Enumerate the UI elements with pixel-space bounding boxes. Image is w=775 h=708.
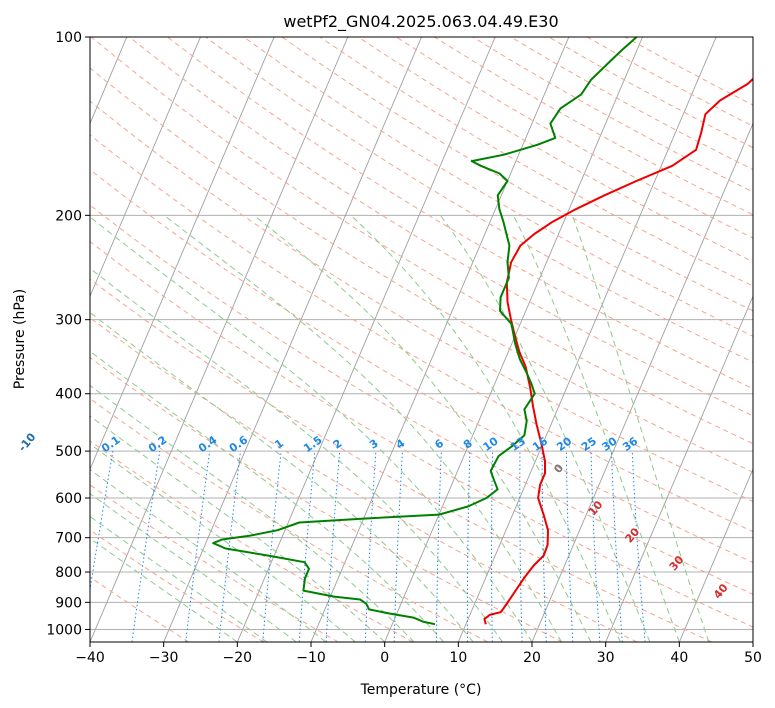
moist-adiabat-line [163,214,562,642]
moist-adiabat-line [90,515,268,642]
x-tick-label: 40 [670,650,688,666]
dry-adiabat-line [205,37,753,363]
dry-adiabat-line [90,67,753,473]
dry-adiabat-line [90,168,753,564]
moist-adiabat-line [253,214,592,642]
y-tick-label: 700 [55,531,82,547]
plot-background [90,37,753,642]
dewpoint-profile-line [212,37,638,626]
dry-adiabat-line [90,484,339,642]
isotherm-line [678,467,753,642]
x-tick-label: 0 [380,650,389,666]
moist-adiabat-line [90,350,444,642]
dry-adiabat-line [90,440,414,642]
mixing-ratio-line [90,451,114,593]
profiles [212,37,753,626]
y-tick-label: 200 [55,208,82,224]
moist-adiabat-line [90,384,415,642]
moist-adiabat-line [90,537,238,642]
y-tick-label: 800 [55,565,82,581]
isotherm-line [90,37,349,642]
x-tick-label: 50 [744,650,762,666]
isotherm-line [531,122,753,642]
mixing-ratio-line [218,451,241,642]
dry-adiabat-line [90,134,753,533]
y-tick-label: 100 [55,30,82,46]
moist-adiabat-line [90,493,297,642]
x-tick-label: 30 [597,650,615,666]
moist-adiabat-line [90,443,356,642]
isotherm-line [90,37,201,298]
x-tick-label: 10 [449,650,467,666]
x-tick-label: −20 [223,650,253,666]
moist-adiabat-line [90,415,386,642]
moist-adiabat-line [90,311,474,642]
moist-adiabat-line [90,267,503,642]
x-tick-label: −30 [149,650,179,666]
dry-adiabat-line [90,397,488,642]
mixing-ratio-line [262,451,282,642]
mixing-ratio-line [131,451,161,642]
dry-adiabat-line [90,356,563,642]
moist-adiabat-line [572,215,710,642]
plot-frame [89,36,754,643]
background-lines [90,37,753,642]
isotherm-line [236,37,496,642]
y-tick-label: 900 [55,595,82,611]
y-tick-label: 500 [55,444,82,460]
x-tick-label: 20 [523,650,541,666]
dry-adiabat-line [281,37,753,312]
chart-title: wetPf2_GN04.2025.063.04.49.E30 [283,12,558,32]
y-tick-label: 400 [55,387,82,403]
dry-adiabat-line [129,37,753,417]
y-axis: 100 200 300 400 500 600 700 800 900 1000 [46,30,90,638]
x-tick-label: −10 [296,650,326,666]
x-axis-title: Temperature (°C) [360,682,482,698]
moist-adiabat-line [90,469,327,642]
mixing-ratio-line [185,451,211,642]
y-tick-label: 300 [55,313,82,329]
moist-adiabat-line [512,215,680,642]
x-axis: −40 −30 −20 −10 0 10 20 30 40 50 [75,642,762,666]
y-axis-title: Pressure (hPa) [12,289,28,389]
isotherm-line [457,37,717,642]
y-tick-label: 600 [55,491,82,507]
temperature-profile-line [483,77,753,625]
isotherm-line [90,37,275,471]
isotherm-line [163,37,422,642]
mixing-ratio-line [631,451,646,642]
x-tick-label: −40 [75,650,105,666]
moist-adiabat-line [350,214,621,642]
y-tick-label: 1000 [46,622,82,638]
isotherm-line [605,295,753,642]
dry-adiabat-line [90,241,753,628]
dry-adiabat-line [90,204,753,595]
moist-adiabat-line [439,215,651,642]
moist-adiabat-line [90,216,533,642]
mixing-ratio-line [298,451,316,642]
